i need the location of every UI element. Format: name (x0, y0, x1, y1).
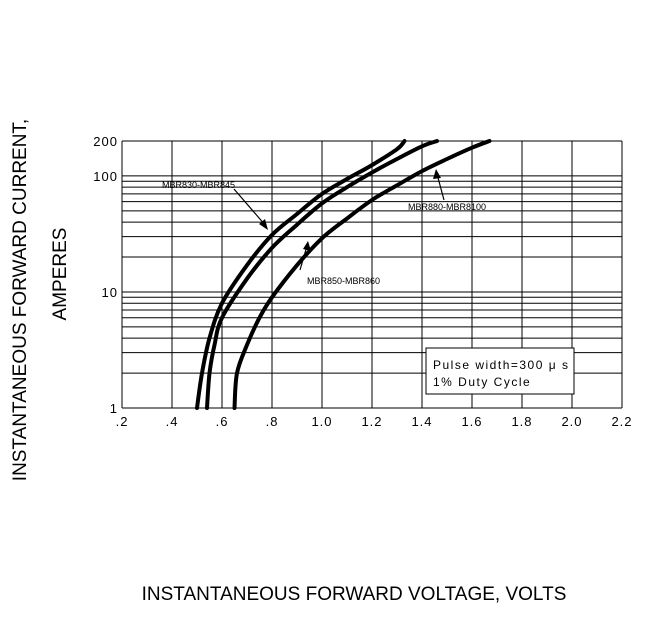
series-line-mbr830-mbr845 (195, 139, 407, 410)
note-duty-cycle: 1% Duty Cycle (433, 375, 531, 389)
y-tick-label: 200 (93, 134, 118, 149)
x-tick-label: 1.4 (411, 414, 432, 429)
x-tick-label: .2 (116, 414, 129, 429)
y-tick-labels: 1 10 100 200 (93, 134, 118, 416)
x-tick-label: 1.6 (461, 414, 482, 429)
series-line-mbr850-mbr860 (205, 139, 439, 410)
x-tick-label: 2.2 (611, 414, 632, 429)
arrow-mbr830 (233, 188, 267, 227)
arrowhead-mbr880 (433, 169, 441, 179)
series-line-mbr880-mbr8100 (232, 139, 492, 410)
x-tick-label: .6 (216, 414, 229, 429)
x-tick-label: .4 (166, 414, 179, 429)
note-pulse-width: Pulse width=300 μ s (433, 358, 569, 372)
arrowhead-mbr830 (259, 219, 268, 230)
arrow-mbr850 (299, 245, 308, 271)
curves (195, 139, 492, 410)
x-axis-title: INSTANTANEOUS FORWARD VOLTAGE, VOLTS (142, 584, 567, 605)
x-tick-label: 1.2 (361, 414, 382, 429)
note-box (425, 347, 575, 395)
annotation-arrows (233, 169, 445, 271)
y-tick-label: 1 (110, 401, 118, 416)
y-axis-title-line2: AMPERES (50, 228, 71, 321)
x-tick-label: 1.0 (311, 414, 332, 429)
y-axis-title-line1: INSTANTANEOUS FORWARD CURRENT, (10, 119, 31, 481)
annotation-mbr830-mbr845: MBR830-MBR845 (162, 180, 235, 190)
annotation-mbr880-mbr8100: MBR880-MBR8100 (408, 202, 486, 212)
x-tick-label: 2.0 (561, 414, 582, 429)
annotation-mbr850-mbr860: MBR850-MBR860 (307, 276, 380, 286)
y-tick-label: 10 (102, 285, 118, 300)
y-tick-label: 100 (93, 169, 118, 184)
arrowhead-mbr850 (303, 241, 311, 251)
x-tick-label: 1.8 (511, 414, 532, 429)
x-tick-label: .8 (266, 414, 279, 429)
x-tick-labels: .2 .4 .6 .8 1.0 1.2 1.4 1.6 1.8 2.0 2.2 (116, 414, 632, 429)
